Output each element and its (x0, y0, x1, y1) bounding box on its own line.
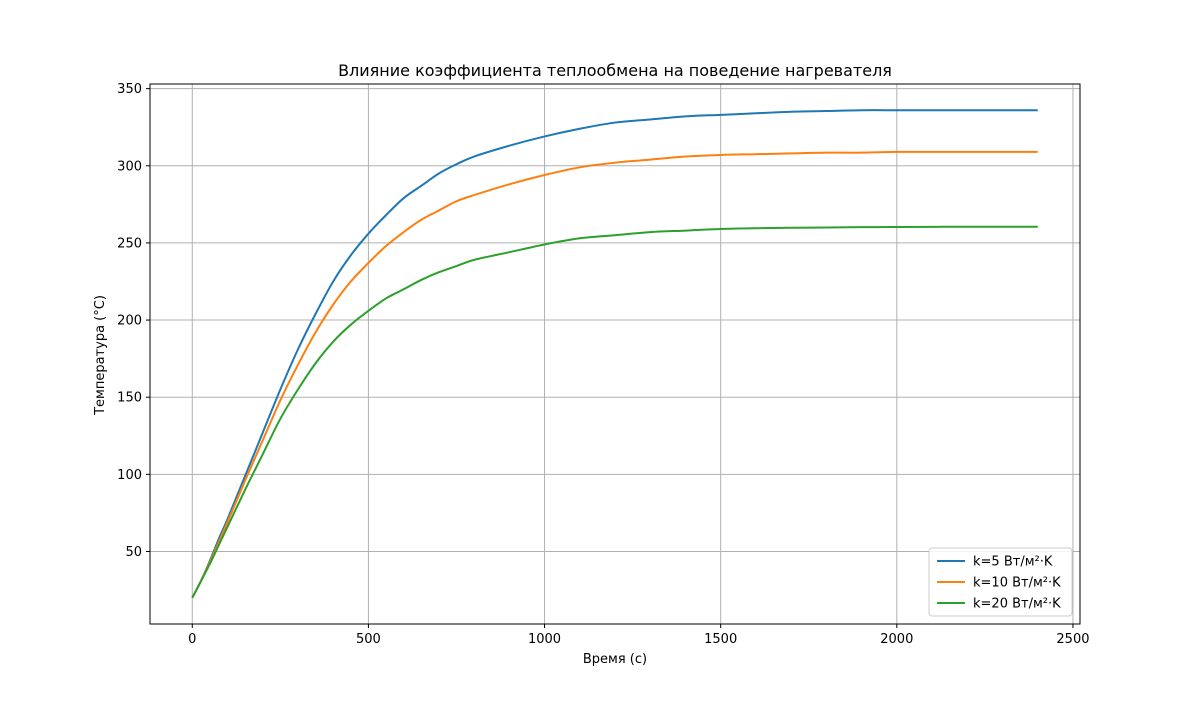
y-tick-label: 300 (117, 159, 142, 174)
series-line-2 (191, 150, 1038, 599)
y-tick-label: 100 (117, 468, 142, 483)
x-tick-label: 1000 (528, 632, 561, 647)
y-tick-label: 350 (117, 82, 142, 97)
x-tick-label: 2500 (1056, 632, 1089, 647)
series-line-1 (191, 109, 1038, 599)
y-tick-label: 250 (117, 236, 142, 251)
plot-frame (149, 83, 1081, 625)
y-axis-label: Температура (°C) (93, 295, 108, 416)
x-axis-label: Время (с) (583, 652, 647, 667)
legend: k=5 Вт/м²·K k=10 Вт/м²·K k=20 Вт/м²·K (928, 547, 1073, 617)
legend-label: k=20 Вт/м²·K (973, 597, 1061, 612)
x-tick-label: 0 (188, 632, 196, 647)
chart-title: Влияние коэффициента теплообмена на пове… (338, 61, 892, 80)
series-line-3 (191, 225, 1038, 599)
x-tick-label: 1500 (704, 632, 737, 647)
legend-label: k=10 Вт/м²·K (973, 576, 1061, 591)
series-lines (191, 109, 1038, 599)
axis-ticks: 0 500 1000 1500 2000 2500 50 100 150 200 250 300 350 (117, 82, 1089, 647)
y-tick-label: 200 (117, 314, 142, 329)
legend-label: k=5 Вт/м²·K (973, 555, 1053, 570)
grid-lines (150, 84, 1080, 624)
x-tick-label: 500 (356, 632, 381, 647)
y-tick-label: 50 (125, 545, 142, 560)
x-tick-label: 2000 (880, 632, 913, 647)
legend-box (928, 547, 1073, 617)
y-tick-label: 150 (117, 391, 142, 406)
